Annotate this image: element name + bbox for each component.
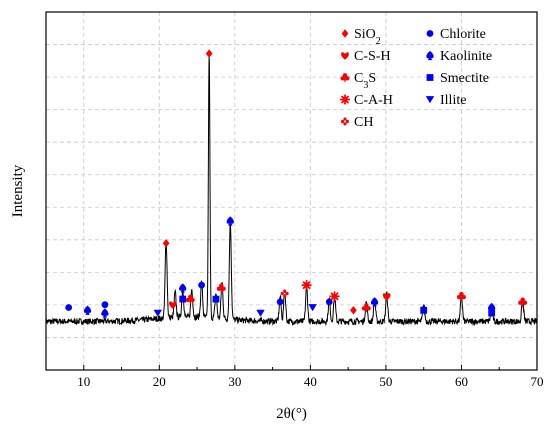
legend-symbol-asterisk bbox=[339, 94, 351, 105]
x-tick-label: 60 bbox=[455, 374, 468, 389]
phase-marker-circle bbox=[101, 301, 109, 309]
legend-symbol-diamond bbox=[341, 29, 349, 38]
legend-label: C-A-H bbox=[354, 93, 393, 108]
legend-item-ch: CH bbox=[341, 115, 373, 130]
phase-marker-square bbox=[420, 306, 428, 314]
legend-item-c3s: C3S bbox=[340, 71, 376, 91]
legend-symbol-circle bbox=[426, 30, 434, 37]
phase-marker-spade bbox=[226, 216, 234, 226]
legend-symbol-flower bbox=[341, 117, 349, 126]
phase-marker-triangle-down bbox=[308, 304, 317, 312]
phase-marker-spade bbox=[101, 308, 109, 318]
phase-marker-circle bbox=[198, 281, 206, 289]
legend-label: Chlorite bbox=[440, 27, 486, 42]
xrd-pattern-line bbox=[45, 53, 538, 327]
legend: SiO2 C-S-H C3S C-A-H CH Chlorite Kaolinite Smec… bbox=[339, 27, 492, 130]
legend-label: SiO2 bbox=[354, 27, 381, 47]
phase-marker-circle bbox=[65, 304, 73, 311]
legend-item-c-s-h: C-S-H bbox=[341, 49, 391, 64]
legend-symbol-spade bbox=[426, 50, 434, 61]
phase-marker-flower bbox=[280, 289, 289, 298]
y-axis-title: Intensity bbox=[10, 164, 26, 217]
legend-item-kaolinite: Kaolinite bbox=[426, 49, 492, 64]
legend-label: Kaolinite bbox=[440, 49, 492, 64]
phase-marker-spade bbox=[83, 305, 92, 315]
legend-symbol-heart bbox=[341, 52, 349, 60]
phase-marker-square bbox=[179, 295, 187, 303]
phase-markers bbox=[65, 49, 528, 318]
phase-marker-diamond bbox=[162, 239, 170, 248]
legend-label: C-S-H bbox=[354, 49, 391, 64]
x-tick-label: 40 bbox=[304, 374, 317, 389]
grid-lines bbox=[46, 12, 537, 370]
legend-label: Illite bbox=[440, 93, 466, 108]
phase-marker-spade bbox=[370, 297, 379, 307]
x-tick-label: 50 bbox=[379, 374, 392, 389]
legend-item-illite: Illite bbox=[425, 93, 466, 108]
phase-marker-spade bbox=[179, 283, 187, 293]
x-tick-label: 20 bbox=[153, 374, 166, 389]
phase-marker-square bbox=[488, 309, 496, 317]
x-tick-label: 10 bbox=[77, 374, 90, 389]
legend-label: CH bbox=[354, 115, 373, 130]
phase-marker-diamond bbox=[205, 49, 213, 58]
phase-marker-club bbox=[216, 283, 226, 293]
phase-marker-triangle-down bbox=[153, 309, 162, 317]
axis-ticks: 10 20 30 40 50 60 70 bbox=[45, 365, 544, 389]
plot-frame bbox=[45, 11, 538, 371]
x-tick-label: 70 bbox=[531, 374, 544, 389]
phase-marker-heart bbox=[382, 293, 391, 301]
legend-item-sio2: SiO2 bbox=[341, 27, 381, 47]
x-tick-label: 30 bbox=[228, 374, 241, 389]
phase-marker-diamond bbox=[350, 306, 357, 315]
phase-marker-heart bbox=[169, 301, 177, 309]
phase-marker-circle bbox=[325, 298, 333, 306]
phase-marker-club bbox=[456, 291, 466, 301]
phase-marker-circle bbox=[276, 298, 284, 306]
phase-marker-club bbox=[518, 297, 528, 307]
legend-symbol-triangle-down bbox=[425, 96, 435, 104]
phase-marker-club bbox=[361, 303, 371, 312]
legend-item-chlorite: Chlorite bbox=[426, 27, 486, 42]
phase-marker-triangle-down bbox=[256, 309, 265, 317]
legend-item-smectite: Smectite bbox=[426, 71, 489, 86]
phase-marker-square bbox=[212, 295, 220, 303]
x-axis-title: 2θ(°) bbox=[276, 406, 307, 422]
phase-marker-club bbox=[185, 294, 195, 304]
legend-label: Smectite bbox=[440, 71, 489, 86]
legend-symbol-club bbox=[340, 73, 350, 82]
legend-item-c-a-h: C-A-H bbox=[339, 93, 393, 108]
phase-marker-asterisk bbox=[301, 280, 312, 291]
phase-marker-asterisk bbox=[329, 291, 340, 302]
legend-label: C3S bbox=[354, 71, 376, 91]
legend-symbol-square bbox=[426, 74, 434, 81]
